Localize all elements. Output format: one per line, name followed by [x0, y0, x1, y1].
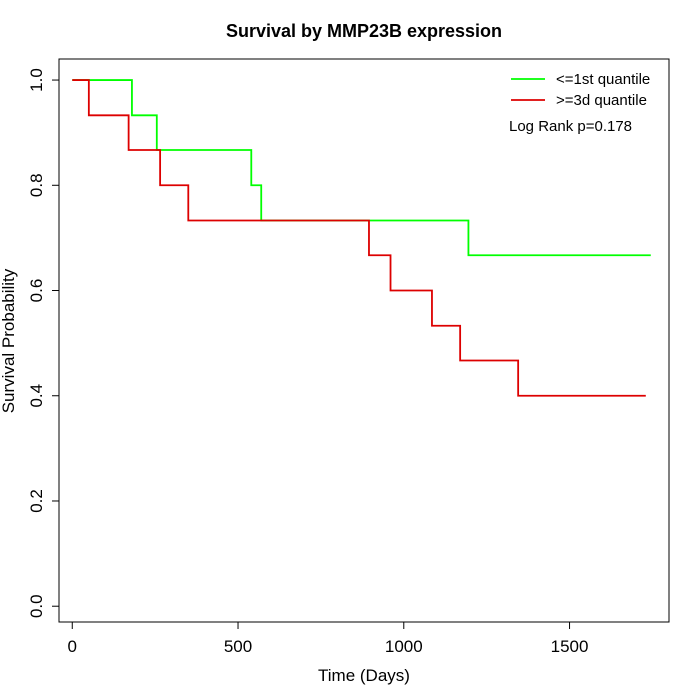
plot-frame	[58, 58, 670, 623]
x-tick-label: 500	[224, 637, 252, 656]
x-axis: 0 500 1000 1500	[68, 621, 589, 656]
y-tick-label: 0.4	[27, 384, 46, 408]
y-tick-label: 0.8	[27, 173, 46, 197]
series-line-1	[72, 79, 646, 397]
x-tick-label: 1500	[551, 637, 589, 656]
y-tick-label: 0.6	[27, 279, 46, 303]
y-tick-label: 0.2	[27, 489, 46, 513]
series-layer	[72, 79, 651, 397]
y-axis: 0.0 0.2 0.4 0.6 0.8 1.0	[27, 68, 60, 618]
series-line-0	[72, 79, 651, 257]
x-axis-label: Time (Days)	[318, 666, 410, 685]
legend-label: >=3d quantile	[556, 92, 647, 109]
x-tick-label: 1000	[385, 637, 423, 656]
x-tick-label: 0	[68, 637, 77, 656]
legend-label: <=1st quantile	[556, 71, 650, 88]
y-tick-label: 1.0	[27, 68, 46, 92]
legend: <=1st quantile >=3d quantile	[511, 71, 650, 109]
y-axis-label: Survival Probability	[0, 268, 18, 413]
y-tick-label: 0.0	[27, 594, 46, 618]
log-rank-annotation: Log Rank p=0.178	[509, 118, 632, 135]
chart-title: Survival by MMP23B expression	[226, 21, 502, 41]
